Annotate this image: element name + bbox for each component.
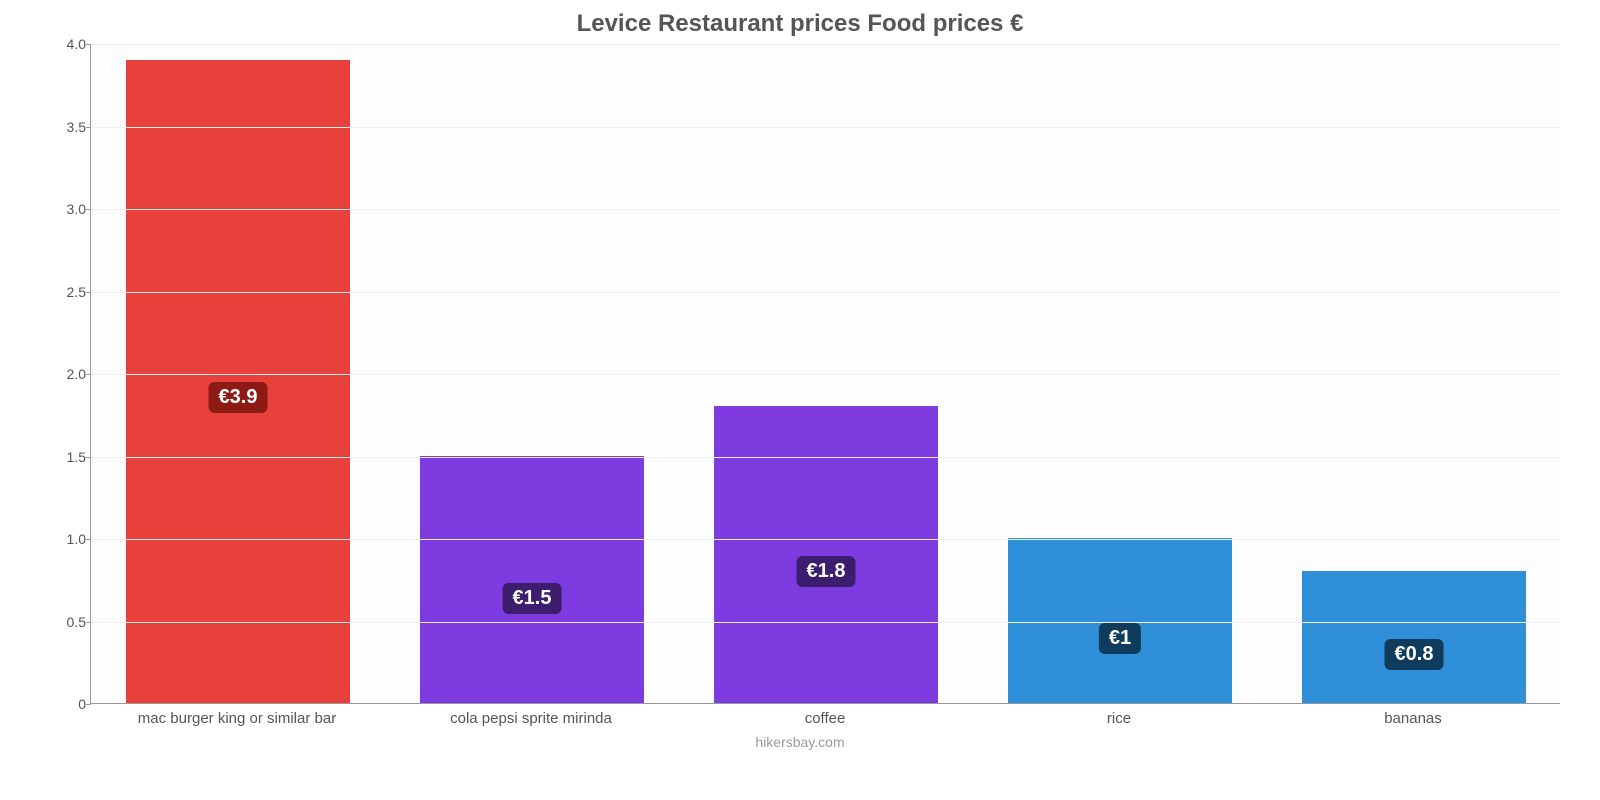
- bar-value-label: €0.8: [1385, 639, 1444, 670]
- ytick-mark: [86, 127, 91, 128]
- ytick-mark: [86, 44, 91, 45]
- bar-value-label: €1.8: [797, 556, 856, 587]
- x-axis-label: coffee: [805, 710, 846, 727]
- ytick-label: 2.5: [46, 284, 86, 300]
- bar: [714, 406, 937, 703]
- gridline: [91, 209, 1560, 210]
- x-axis-label: cola pepsi sprite mirinda: [450, 710, 612, 727]
- ytick-label: 3.0: [46, 201, 86, 217]
- credit-text: hikersbay.com: [40, 734, 1560, 750]
- x-axis-label: bananas: [1384, 710, 1442, 727]
- bar: [420, 456, 643, 704]
- gridline: [91, 457, 1560, 458]
- ytick-mark: [86, 622, 91, 623]
- ytick-mark: [86, 292, 91, 293]
- ytick-label: 0: [46, 696, 86, 712]
- gridline: [91, 127, 1560, 128]
- ytick-label: 4.0: [46, 36, 86, 52]
- ytick-label: 0.5: [46, 614, 86, 630]
- gridline: [91, 374, 1560, 375]
- plot-area: €3.9€1.5€1.8€1€0.8 00.51.01.52.02.53.03.…: [90, 44, 1560, 704]
- bar: [126, 60, 349, 704]
- ytick-mark: [86, 374, 91, 375]
- chart-title: Levice Restaurant prices Food prices €: [40, 10, 1560, 38]
- x-axis-label: mac burger king or similar bar: [138, 710, 336, 727]
- ytick-label: 1.0: [46, 531, 86, 547]
- ytick-mark: [86, 457, 91, 458]
- x-axis-labels: mac burger king or similar bar cola pepsi…: [90, 704, 1560, 732]
- x-axis-label: rice: [1107, 710, 1131, 727]
- bar: [1302, 571, 1525, 703]
- ytick-label: 3.5: [46, 119, 86, 135]
- ytick-mark: [86, 209, 91, 210]
- gridline: [91, 539, 1560, 540]
- price-bar-chart: Levice Restaurant prices Food prices € €…: [40, 10, 1560, 770]
- bar: [1008, 538, 1231, 703]
- bar-value-label: €1: [1099, 623, 1141, 654]
- gridline: [91, 44, 1560, 45]
- ytick-mark: [86, 539, 91, 540]
- ytick-label: 1.5: [46, 449, 86, 465]
- bar-value-label: €3.9: [209, 382, 268, 413]
- ytick-label: 2.0: [46, 366, 86, 382]
- gridline: [91, 292, 1560, 293]
- bar-value-label: €1.5: [503, 583, 562, 614]
- gridline: [91, 622, 1560, 623]
